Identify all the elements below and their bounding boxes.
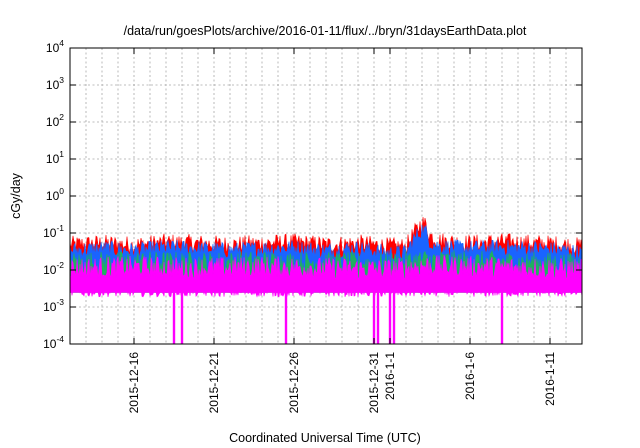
y-tick-label: 104	[46, 38, 64, 55]
y-tick-label: 101	[46, 149, 64, 166]
dropout-spike	[376, 292, 380, 344]
dropout-spike	[284, 292, 288, 344]
plot-frame	[69, 47, 583, 345]
x-tick-label: 2016-1-6	[463, 352, 477, 400]
x-tick-label: 2015-12-26	[287, 352, 301, 414]
y-tick-label: 103	[46, 75, 64, 92]
x-tick-label: 2016-1-11	[543, 352, 557, 406]
series-floor	[69, 284, 583, 298]
series-area	[69, 255, 583, 293]
chart-title: /data/run/goesPlots/archive/2016-01-11/f…	[124, 24, 527, 38]
y-tick-label: 10-4	[43, 334, 64, 351]
dropout-spike	[180, 292, 184, 344]
axes: 10-4 10-3 10-2 10-1 100 101 102 103 104 2015-12-1…	[43, 38, 582, 413]
y-tick-label: 10-1	[43, 223, 64, 240]
dropout-spike	[392, 292, 396, 344]
x-tick-label: 2015-12-16	[127, 352, 141, 414]
x-tick-label: 2016-1-1	[383, 352, 397, 400]
dropout-spike	[500, 292, 504, 344]
x-tick-label: 2015-12-21	[207, 352, 221, 414]
y-tick-label: 10-2	[43, 260, 64, 277]
dropout-spike	[172, 292, 176, 344]
x-axis-label: Coordinated Universal Time (UTC)	[229, 431, 421, 445]
y-tick-label: 100	[46, 186, 64, 203]
y-axis-label: cGy/day	[9, 172, 23, 219]
x-tick-label: 2015-12-31	[367, 352, 381, 414]
y-tick-label: 102	[46, 112, 64, 129]
y-tick-label: 10-3	[43, 297, 64, 314]
grid	[70, 48, 582, 344]
dropout-spike	[388, 292, 392, 344]
plot-area	[69, 217, 583, 344]
dropout-spike	[372, 292, 376, 344]
